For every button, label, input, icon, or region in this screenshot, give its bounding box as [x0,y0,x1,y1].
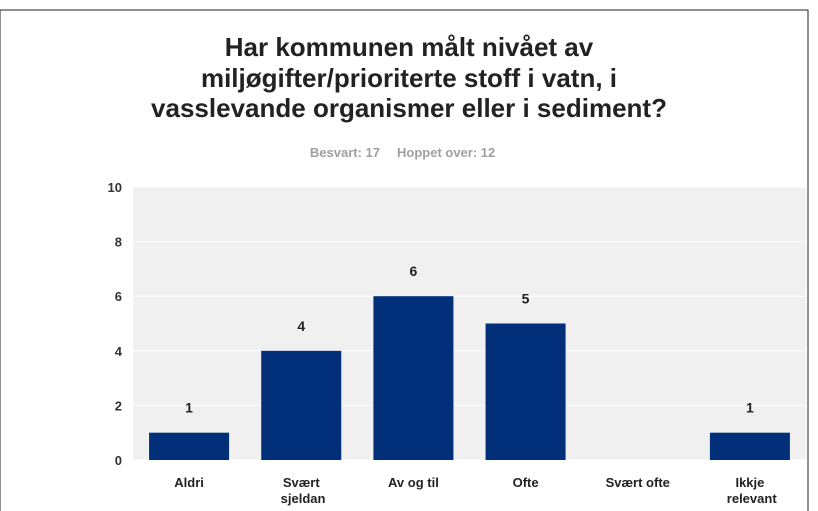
data-label: 1 [746,400,754,416]
data-label: 5 [522,291,530,307]
x-tick-label: Svært sjeldan [277,475,325,506]
bar [373,296,454,460]
answered: Besvart: 17 [310,145,380,160]
data-label: 6 [410,263,418,279]
y-tick-label: 4 [115,344,123,359]
bar [149,432,230,460]
x-tick-label: Av og til [388,475,439,490]
chart-title: Har kommunen målt nivået av [225,32,594,62]
y-tick-label: 10 [108,180,122,195]
x-tick-label: Svært ofte [606,475,670,490]
bar [261,350,342,460]
skipped: Hoppet over: 12 [397,145,495,160]
y-tick-label: 0 [115,453,122,468]
data-label: 1 [185,400,193,416]
frame [0,9,809,511]
bar [709,432,790,460]
chart-title: vasslevande organismer eller i sediment? [151,93,667,123]
bar [485,323,566,460]
x-tick-label: Aldri [174,475,204,490]
data-label: 4 [297,318,305,334]
chart-title: miljøgifter/prioriterte stoff i vatn, i [201,63,617,93]
y-tick-label: 2 [115,398,122,413]
x-tick-label: Ofte [513,475,539,490]
x-tick-label: Ikkje relevant [723,475,777,506]
y-tick-label: 8 [115,235,122,250]
y-tick-label: 6 [115,289,122,304]
plot-area [133,187,806,460]
